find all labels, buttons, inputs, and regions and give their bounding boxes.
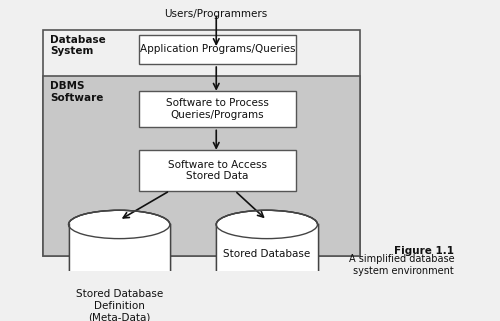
Bar [138,150,296,191]
Text: A simplified database
system environment: A simplified database system environment [348,254,454,276]
Ellipse shape [68,273,170,302]
Bar [44,76,360,256]
Text: Users/Programmers: Users/Programmers [164,9,268,19]
Bar [138,91,296,127]
Bar [68,224,170,288]
Bar [216,224,318,288]
Text: Stored Database: Stored Database [224,249,310,259]
Ellipse shape [216,210,318,239]
Text: DBMS
Software: DBMS Software [50,81,104,103]
Bar [138,35,296,64]
Text: Software to Access
Stored Data: Software to Access Stored Data [168,160,267,181]
Text: Figure 1.1: Figure 1.1 [394,246,454,256]
Ellipse shape [68,210,170,239]
Bar [44,30,360,256]
Text: Database
System: Database System [50,35,106,56]
Bar [216,224,318,288]
Text: Application Programs/Queries: Application Programs/Queries [140,44,296,54]
Text: Stored Database
Definition
(Meta-Data): Stored Database Definition (Meta-Data) [76,290,163,321]
Bar [68,224,170,288]
Ellipse shape [216,273,318,302]
Text: Software to Process
Queries/Programs: Software to Process Queries/Programs [166,99,269,120]
